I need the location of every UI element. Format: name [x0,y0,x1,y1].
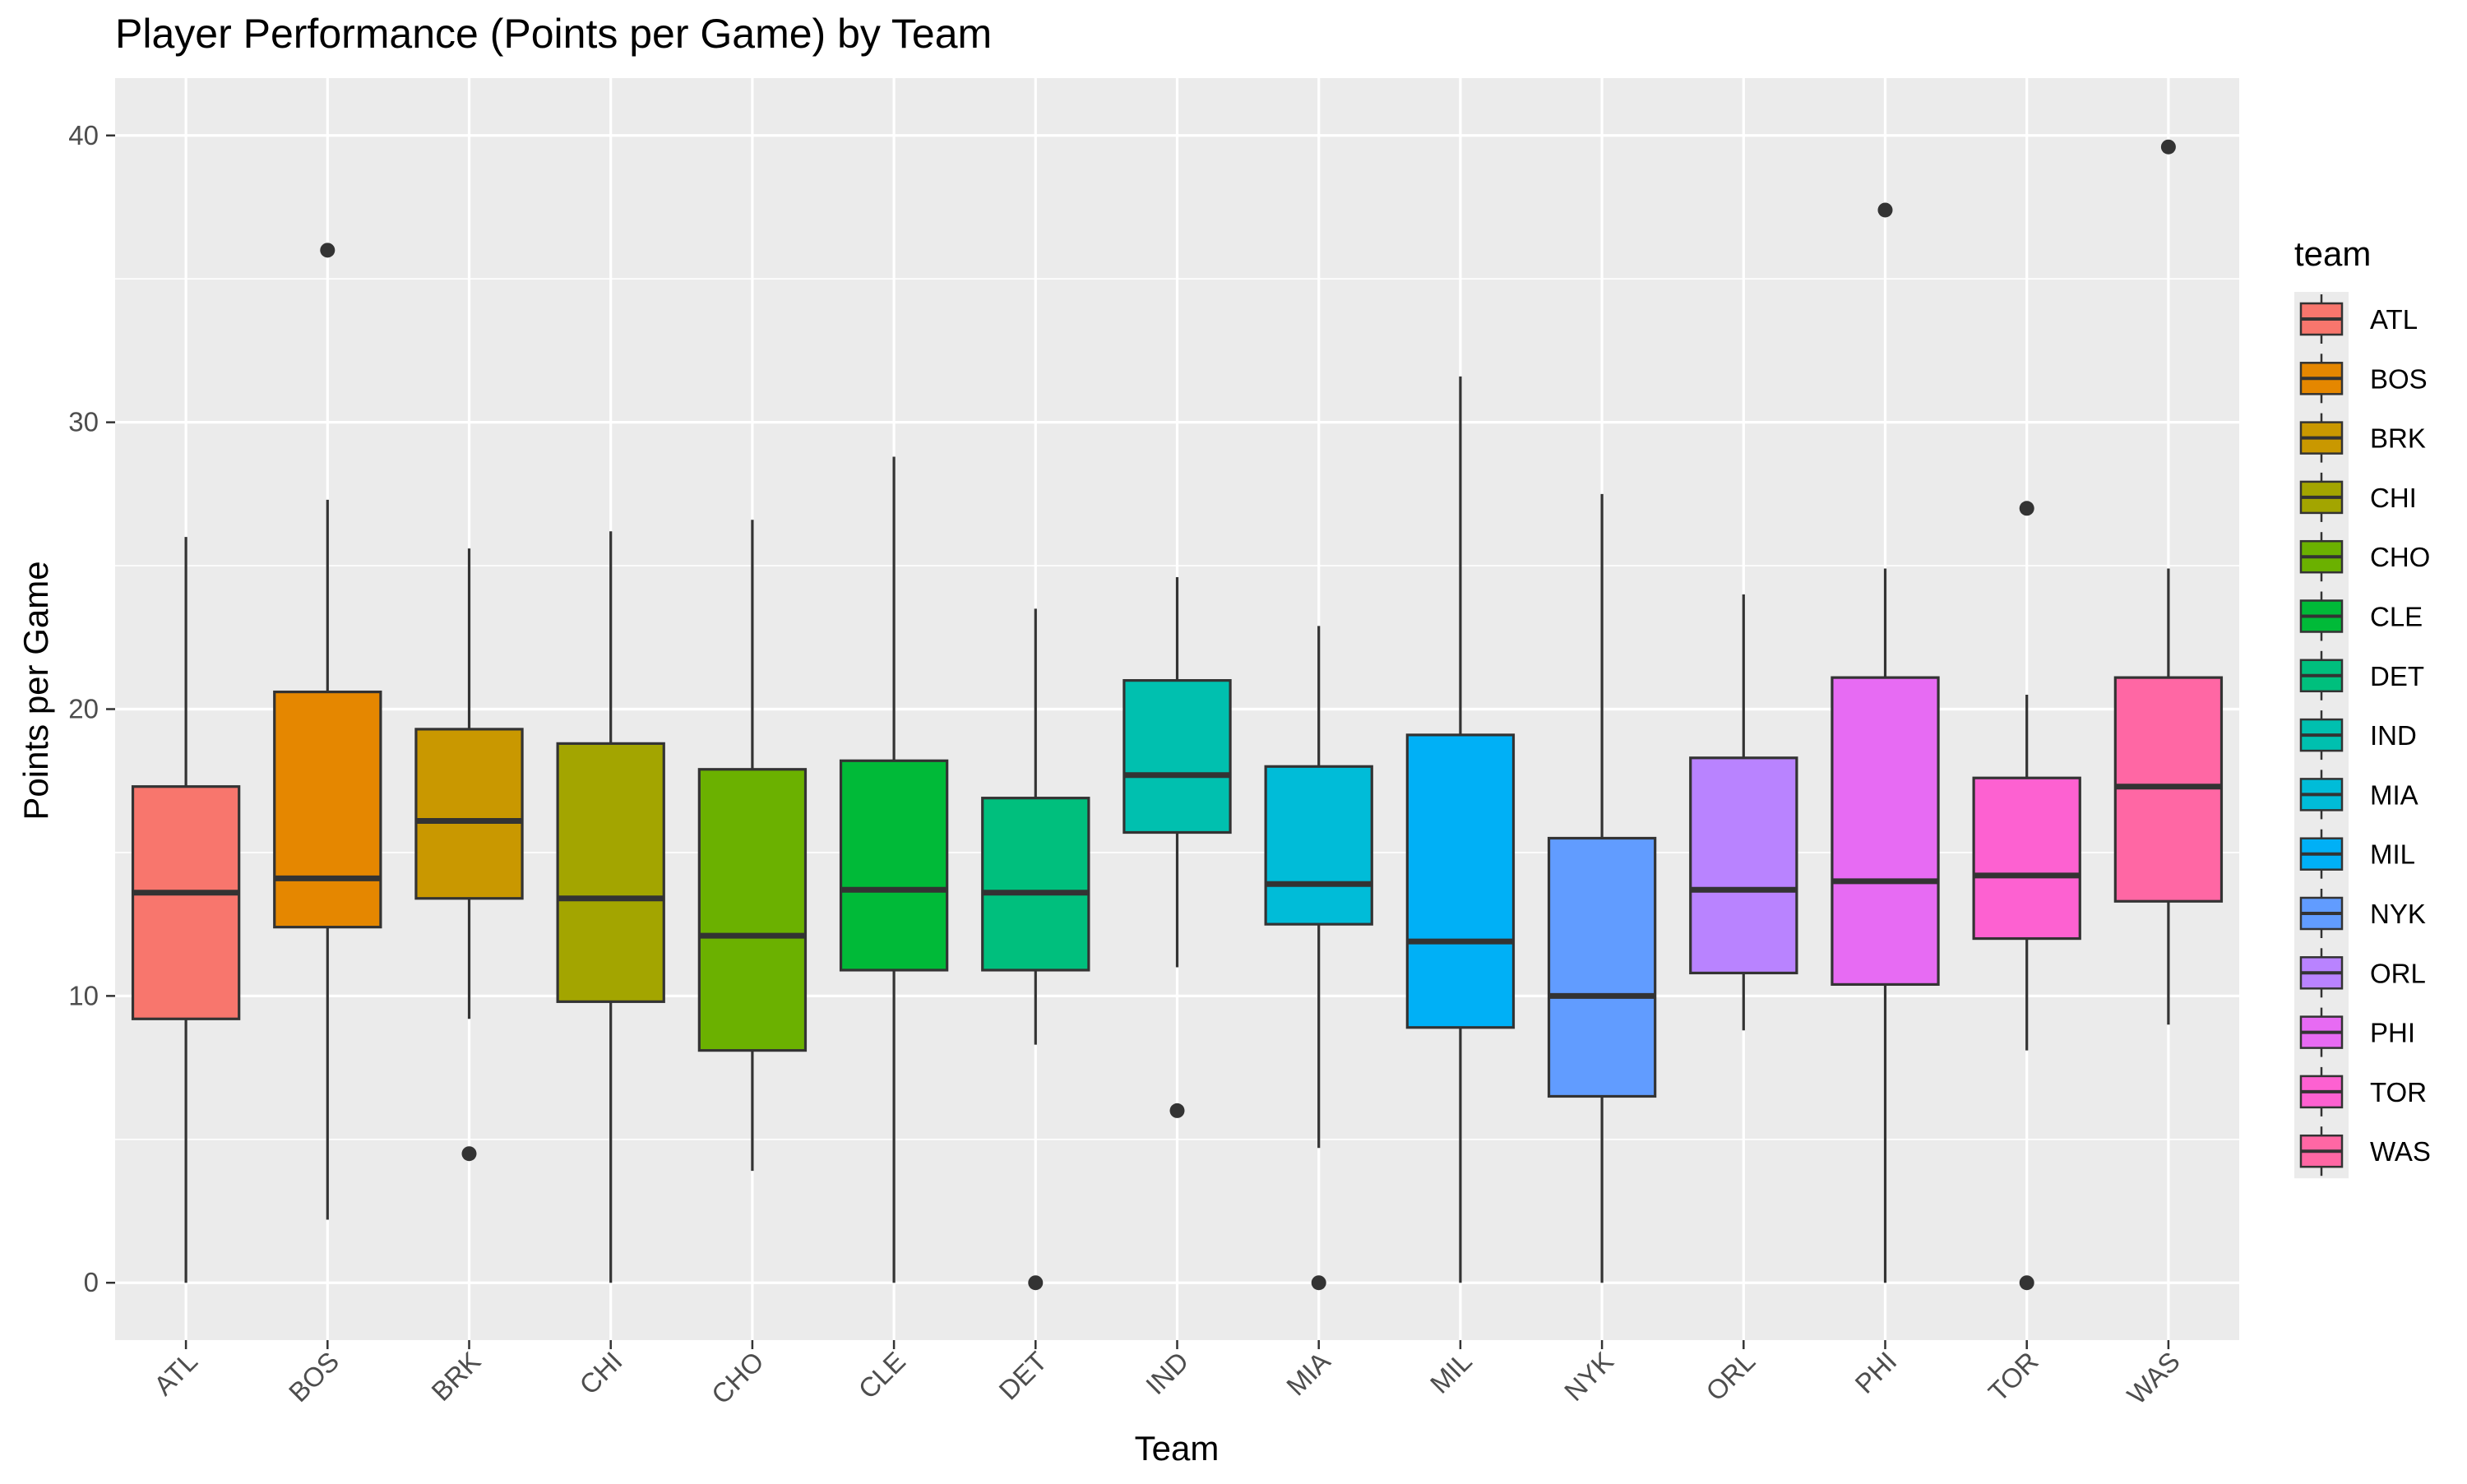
x-tick-label: PHI [1849,1346,1902,1399]
legend-label: WAS [2370,1136,2431,1167]
box-iqr [414,728,524,900]
box-iqr [697,768,808,1052]
legend-label: ORL [2370,958,2426,988]
x-tick-label: NYK [1558,1346,1619,1407]
legend-label: IND [2370,720,2417,751]
legend-item-atl: ATL [2299,294,2418,344]
legend-item-mil: MIL [2299,829,2415,879]
legend-item-phi: PHI [2299,1007,2415,1057]
box-det [981,608,1090,1291]
x-tick-label: ORL [1700,1346,1761,1407]
box-brk [414,548,524,1162]
x-tick-label: ATL [148,1346,203,1401]
legend-title: team [2294,234,2371,273]
box-mia [1264,626,1373,1291]
box-iqr [1972,776,2081,941]
legend-label: TOR [2370,1077,2427,1107]
legend-label: CHI [2370,483,2417,513]
legend-label: PHI [2370,1018,2415,1048]
box-chi [556,531,665,1283]
box-iqr [1689,756,1798,975]
x-tick-label: MIL [1424,1346,1478,1399]
outlier-point [2160,139,2176,155]
legend-label: MIL [2370,839,2415,870]
y-axis-title: Points per Game [16,561,55,820]
box-iqr [131,785,241,1020]
box-was [2113,139,2224,1025]
x-tick-label: IND [1140,1346,1194,1400]
x-tick-label: CLE [852,1346,911,1405]
outlier-point [1169,1103,1185,1118]
box-nyk [1547,493,1657,1283]
x-tick-label: MIA [1280,1346,1336,1402]
box-iqr [1831,676,1940,987]
legend-item-tor: TOR [2299,1066,2427,1116]
box-iqr [556,742,665,1003]
legend-label: ATL [2370,304,2418,335]
legend-label: CLE [2370,602,2423,632]
outlier-point [2019,501,2034,516]
box-orl [1689,594,1798,1031]
x-axis-title: Team [1135,1429,1220,1468]
legend-item-det: DET [2299,650,2424,700]
x-tick-label: BOS [283,1346,345,1408]
legend-label: NYK [2370,899,2426,929]
legend-item-ind: IND [2299,710,2417,760]
legend-items: ATL BOS BRK CHI CHO CLE DET IND MIA MIL NYK ORL PHI T… [2294,292,2431,1179]
box-iqr [1122,679,1232,834]
legend-label: MIA [2370,779,2418,810]
outlier-point [320,243,336,258]
legend-label: CHO [2370,542,2430,572]
x-tick-label: DET [993,1346,1053,1406]
x-axis: ATL BOS BRK CHI CHO CLE DET IND MIA MIL NYK ORL PHI T… [148,1340,2186,1410]
legend-item-cle: CLE [2299,591,2423,641]
legend-label: BRK [2370,423,2426,454]
box-tor [1972,501,2081,1291]
legend-item-bos: BOS [2299,354,2428,404]
x-tick-label: CHO [706,1346,770,1410]
box-atl [131,537,241,1283]
legend-item-brk: BRK [2299,413,2426,463]
box-ind [1122,577,1232,1118]
x-tick-label: CHI [573,1346,627,1400]
box-iqr [1405,733,1516,1029]
legend-item-cho: CHO [2299,532,2430,582]
outlier-point [1311,1275,1326,1291]
legend-label: DET [2370,661,2424,691]
chart-title: Player Performance (Points per Game) by … [115,11,992,57]
box-mil [1405,376,1516,1283]
box-iqr [981,797,1090,972]
legend-label: BOS [2370,363,2428,394]
box-iqr [1547,836,1657,1098]
box-cle [839,456,949,1283]
outlier-point [1028,1275,1044,1291]
box-phi [1831,202,1940,1283]
y-tick-label: 0 [84,1267,99,1297]
legend-item-was: WAS [2299,1126,2431,1177]
x-tick-label: WAS [2121,1346,2185,1410]
legend-item-orl: ORL [2299,948,2426,998]
y-tick-label: 40 [68,120,99,150]
outlier-point [2019,1275,2034,1291]
x-tick-label: TOR [1983,1346,2044,1408]
box-iqr [1264,765,1373,926]
legend: team ATL BOS BRK CHI CHO CLE DET IND MIA MIL NYK OR… [2294,234,2431,1179]
box-iqr [839,759,949,972]
box-iqr [273,690,382,929]
legend-item-mia: MIA [2299,770,2418,820]
y-tick-label: 20 [68,694,99,724]
outlier-point [1877,202,1893,218]
legend-item-nyk: NYK [2299,889,2426,938]
x-tick-label: BRK [425,1346,486,1407]
y-tick-label: 30 [68,407,99,437]
legend-item-chi: CHI [2299,472,2417,522]
y-tick-label: 10 [68,980,99,1010]
box-series [131,139,2224,1291]
box-cho [697,520,808,1172]
outlier-point [461,1146,477,1162]
box-bos [273,243,382,1220]
y-axis: 0 10 20 30 40 [68,120,115,1297]
